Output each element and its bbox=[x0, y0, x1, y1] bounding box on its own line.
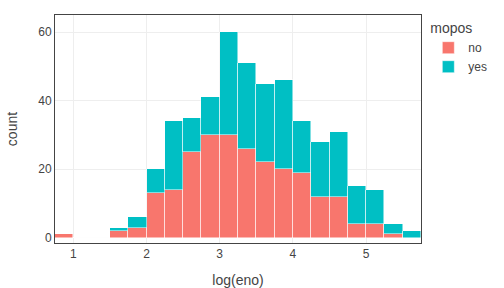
svg-text:40: 40 bbox=[38, 94, 52, 108]
svg-text:2: 2 bbox=[143, 247, 150, 261]
svg-text:mopos: mopos bbox=[430, 20, 472, 36]
svg-text:1: 1 bbox=[70, 247, 77, 261]
svg-text:count: count bbox=[4, 112, 20, 146]
svg-text:20: 20 bbox=[38, 162, 52, 176]
svg-text:0: 0 bbox=[45, 231, 52, 245]
svg-text:no: no bbox=[468, 41, 482, 55]
svg-text:log(eno): log(eno) bbox=[212, 272, 263, 288]
svg-text:60: 60 bbox=[38, 25, 52, 39]
svg-text:5: 5 bbox=[363, 247, 370, 261]
svg-text:yes: yes bbox=[468, 60, 487, 74]
svg-text:4: 4 bbox=[290, 247, 297, 261]
svg-text:3: 3 bbox=[216, 247, 223, 261]
